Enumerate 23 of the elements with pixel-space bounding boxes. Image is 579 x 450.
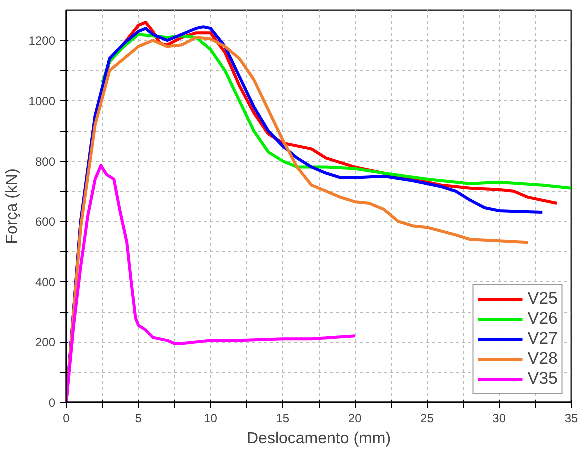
- legend-label: V35: [528, 369, 558, 389]
- y-tick-label: 1000: [28, 94, 56, 108]
- legend-label: V27: [528, 329, 558, 349]
- x-tick-label: 20: [348, 412, 362, 426]
- y-tick-label: 1200: [28, 34, 56, 48]
- y-axis-title: Força (kN): [4, 168, 21, 244]
- x-tick-label: 25: [420, 412, 434, 426]
- x-tick-label: 0: [63, 412, 70, 426]
- y-tick-label: 200: [35, 336, 56, 350]
- y-tick-label: 600: [35, 215, 56, 230]
- x-tick-label: 5: [135, 412, 142, 426]
- x-axis-title: Deslocamento (mm): [246, 430, 392, 448]
- line-series: [66, 164, 357, 402]
- legend-label: V26: [528, 309, 558, 329]
- x-tick-label: 30: [492, 412, 506, 426]
- legend-label: V25: [528, 289, 558, 309]
- y-tick-label: 400: [35, 275, 56, 290]
- x-tick-label: 15: [276, 412, 290, 426]
- legend-label: V28: [528, 349, 558, 369]
- y-tick-label: 0: [48, 396, 56, 410]
- x-tick-label: 35: [564, 412, 578, 426]
- y-tick-label: 800: [35, 154, 56, 169]
- x-tick-label: 10: [204, 412, 218, 426]
